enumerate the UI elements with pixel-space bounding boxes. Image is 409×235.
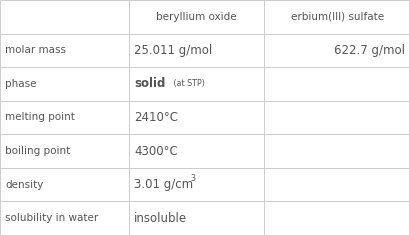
Text: molar mass: molar mass (5, 45, 66, 55)
Text: density: density (5, 180, 43, 190)
Text: boiling point: boiling point (5, 146, 70, 156)
Text: 3.01 g/cm: 3.01 g/cm (134, 178, 193, 191)
Text: (at STP): (at STP) (171, 79, 204, 88)
Text: 2410°C: 2410°C (134, 111, 178, 124)
Text: 622.7 g/mol: 622.7 g/mol (333, 44, 404, 57)
Text: beryllium oxide: beryllium oxide (156, 12, 236, 22)
Text: 4300°C: 4300°C (134, 145, 178, 158)
Text: erbium(III) sulfate: erbium(III) sulfate (290, 12, 383, 22)
Text: 25.011 g/mol: 25.011 g/mol (134, 44, 212, 57)
Text: phase: phase (5, 79, 36, 89)
Text: solid: solid (134, 77, 165, 90)
Text: insoluble: insoluble (134, 212, 187, 225)
Text: solubility in water: solubility in water (5, 213, 98, 223)
Text: melting point: melting point (5, 113, 74, 122)
Text: 3: 3 (190, 174, 195, 183)
